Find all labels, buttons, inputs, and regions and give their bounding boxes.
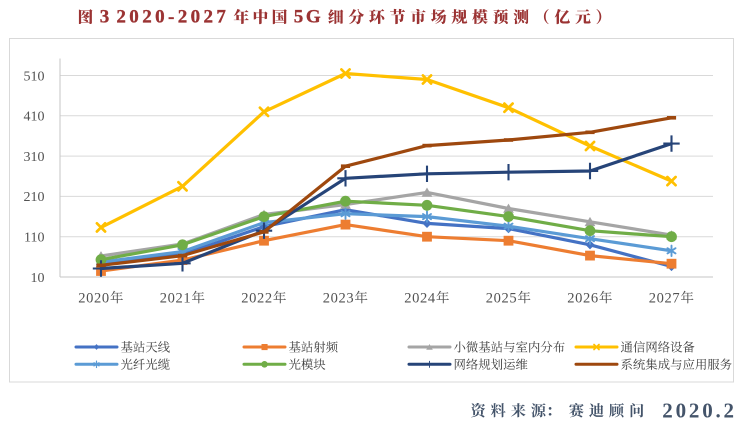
svg-text:210: 210 — [24, 190, 45, 205]
svg-text:2027: 2027 — [649, 291, 680, 307]
svg-text:2021: 2021 — [160, 291, 191, 307]
svg-text:2022: 2022 — [241, 291, 272, 307]
svg-text:2024: 2024 — [404, 291, 436, 307]
svg-text:2020-2027: 2020-2027 — [116, 7, 229, 28]
svg-text:2020: 2020 — [78, 291, 109, 307]
svg-text:3: 3 — [100, 7, 110, 28]
svg-text:2026: 2026 — [567, 291, 598, 307]
svg-text:110: 110 — [24, 231, 44, 246]
svg-text:410: 410 — [24, 110, 45, 125]
svg-text:5G: 5G — [294, 7, 323, 28]
svg-text:10: 10 — [31, 271, 45, 286]
svg-text:510: 510 — [24, 69, 45, 84]
svg-text:2025: 2025 — [486, 291, 517, 307]
svg-text:2020.2: 2020.2 — [662, 399, 737, 423]
svg-text:2023: 2023 — [323, 291, 354, 307]
svg-text:310: 310 — [24, 150, 45, 165]
